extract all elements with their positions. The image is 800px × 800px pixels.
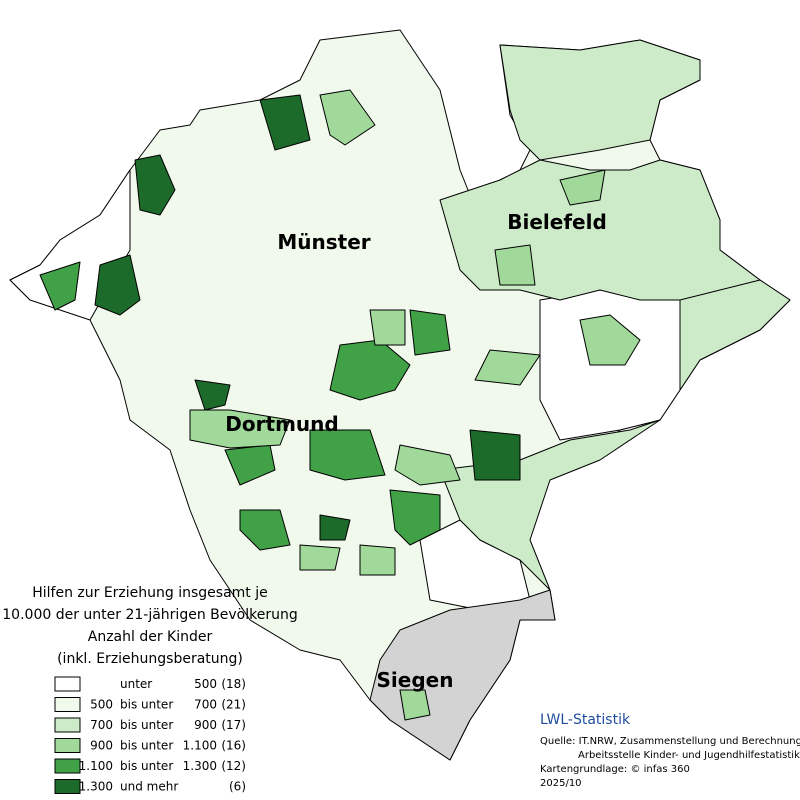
source-line: Arbeitsstelle Kinder- und Jugendhilfesta… bbox=[578, 750, 800, 761]
region bbox=[409, 309, 451, 356]
legend-to: 1.300 bbox=[183, 759, 217, 773]
legend-title: Hilfen zur Erziehung insgesamt je bbox=[32, 585, 268, 601]
legend-count: (18) bbox=[221, 677, 246, 691]
region bbox=[194, 379, 231, 411]
legend-relation: bis unter bbox=[120, 698, 173, 712]
legend-from: 500 bbox=[90, 698, 113, 712]
legend-swatch bbox=[54, 717, 81, 733]
region bbox=[494, 244, 536, 286]
legend-title: (inkl. Erziehungsberatung) bbox=[57, 651, 243, 667]
region bbox=[399, 689, 431, 721]
legend-to: 500 bbox=[194, 677, 217, 691]
legend-swatch bbox=[54, 676, 81, 692]
source-line: Kartengrundlage: © infas 360 bbox=[540, 764, 690, 775]
region bbox=[94, 254, 141, 316]
region bbox=[499, 39, 701, 161]
region bbox=[474, 349, 541, 386]
brand: LWL-Statistik bbox=[540, 712, 631, 728]
legend-count: (16) bbox=[221, 739, 246, 753]
region bbox=[679, 279, 791, 391]
regions bbox=[9, 29, 791, 761]
legend-title: 10.000 der unter 21-jährigen Bevölkerung bbox=[2, 607, 297, 623]
legend-from: 1.100 bbox=[79, 759, 113, 773]
legend: Hilfen zur Erziehung insgesamt je 10.000… bbox=[2, 585, 298, 794]
city-label: Siegen bbox=[377, 668, 454, 692]
region bbox=[39, 261, 81, 311]
region bbox=[359, 544, 396, 576]
legend-swatch bbox=[54, 697, 81, 712]
legend-relation: bis unter bbox=[120, 739, 173, 753]
region bbox=[299, 544, 341, 571]
source-line: 2025/10 bbox=[540, 778, 582, 789]
legend-from: 700 bbox=[90, 718, 113, 732]
region bbox=[319, 89, 376, 146]
region bbox=[394, 444, 461, 486]
legend-to: 700 bbox=[194, 698, 217, 712]
legend-count: (21) bbox=[221, 698, 246, 712]
region bbox=[259, 94, 311, 151]
region bbox=[579, 314, 641, 366]
legend-relation: unter bbox=[120, 677, 152, 691]
city-label: Münster bbox=[277, 230, 370, 254]
region bbox=[369, 309, 406, 346]
region bbox=[309, 429, 386, 481]
legend-to: 900 bbox=[194, 718, 217, 732]
legend-swatch bbox=[54, 738, 81, 753]
legend-from: 1.300 bbox=[79, 780, 113, 794]
legend-from: 900 bbox=[90, 739, 113, 753]
legend-count: (17) bbox=[221, 718, 246, 732]
region bbox=[239, 509, 291, 551]
legend-title: Anzahl der Kinder bbox=[88, 629, 213, 645]
legend-count: (12) bbox=[221, 759, 246, 773]
city-label: Bielefeld bbox=[507, 210, 607, 234]
legend-count: (6) bbox=[229, 780, 246, 794]
region bbox=[439, 419, 661, 591]
legend-relation: bis unter bbox=[120, 759, 173, 773]
region bbox=[189, 409, 291, 449]
region bbox=[134, 154, 176, 216]
legend-swatch bbox=[54, 779, 81, 794]
region bbox=[559, 169, 606, 206]
legend-to: 1.100 bbox=[183, 739, 217, 753]
city-label: Dortmund bbox=[225, 412, 338, 436]
legend-swatch bbox=[54, 758, 81, 774]
legend-relation: und mehr bbox=[120, 780, 178, 794]
source-line: Quelle: IT.NRW, Zusammenstellung und Ber… bbox=[540, 736, 800, 747]
region bbox=[319, 514, 351, 541]
region bbox=[469, 429, 521, 481]
region bbox=[389, 489, 441, 546]
legend-relation: bis unter bbox=[120, 718, 173, 732]
